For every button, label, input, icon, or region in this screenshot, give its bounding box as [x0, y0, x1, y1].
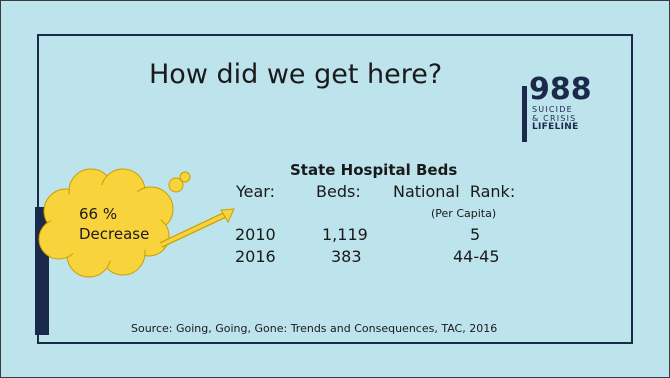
- row-2010-rank: 5: [470, 225, 481, 244]
- logo-line-3: LIFELINE: [532, 122, 579, 132]
- slide-frame: [37, 34, 633, 344]
- header-rank: National Rank:: [393, 182, 516, 201]
- row-2010-beds: 1,119: [322, 225, 368, 244]
- decrease-callout: 66 % Decrease: [31, 161, 241, 281]
- arrow-icon: [159, 208, 235, 248]
- cloud-shape: [38, 168, 235, 278]
- slide-title: How did we get here?: [149, 59, 443, 90]
- row-2016-year: 2016: [235, 247, 276, 266]
- row-2016-rank: 44-45: [453, 247, 500, 266]
- callout-text: Decrease: [79, 225, 150, 243]
- header-year: Year:: [236, 182, 275, 201]
- logo-line-1: SUICIDE: [532, 105, 573, 114]
- header-rank-note: (Per Capita): [431, 207, 497, 220]
- row-2016-beds: 383: [331, 247, 362, 266]
- header-beds: Beds:: [316, 182, 361, 201]
- logo-bar: [522, 86, 527, 142]
- source-citation: Source: Going, Going, Gone: Trends and C…: [131, 322, 498, 335]
- callout-percent: 66 %: [79, 205, 118, 223]
- lifeline-logo: 988 SUICIDE & CRISIS LIFELINE: [522, 72, 622, 168]
- logo-number: 988: [529, 72, 592, 107]
- logo-line-2: & CRISIS: [532, 114, 577, 123]
- table-title: State Hospital Beds: [290, 161, 458, 179]
- row-2010-year: 2010: [235, 225, 276, 244]
